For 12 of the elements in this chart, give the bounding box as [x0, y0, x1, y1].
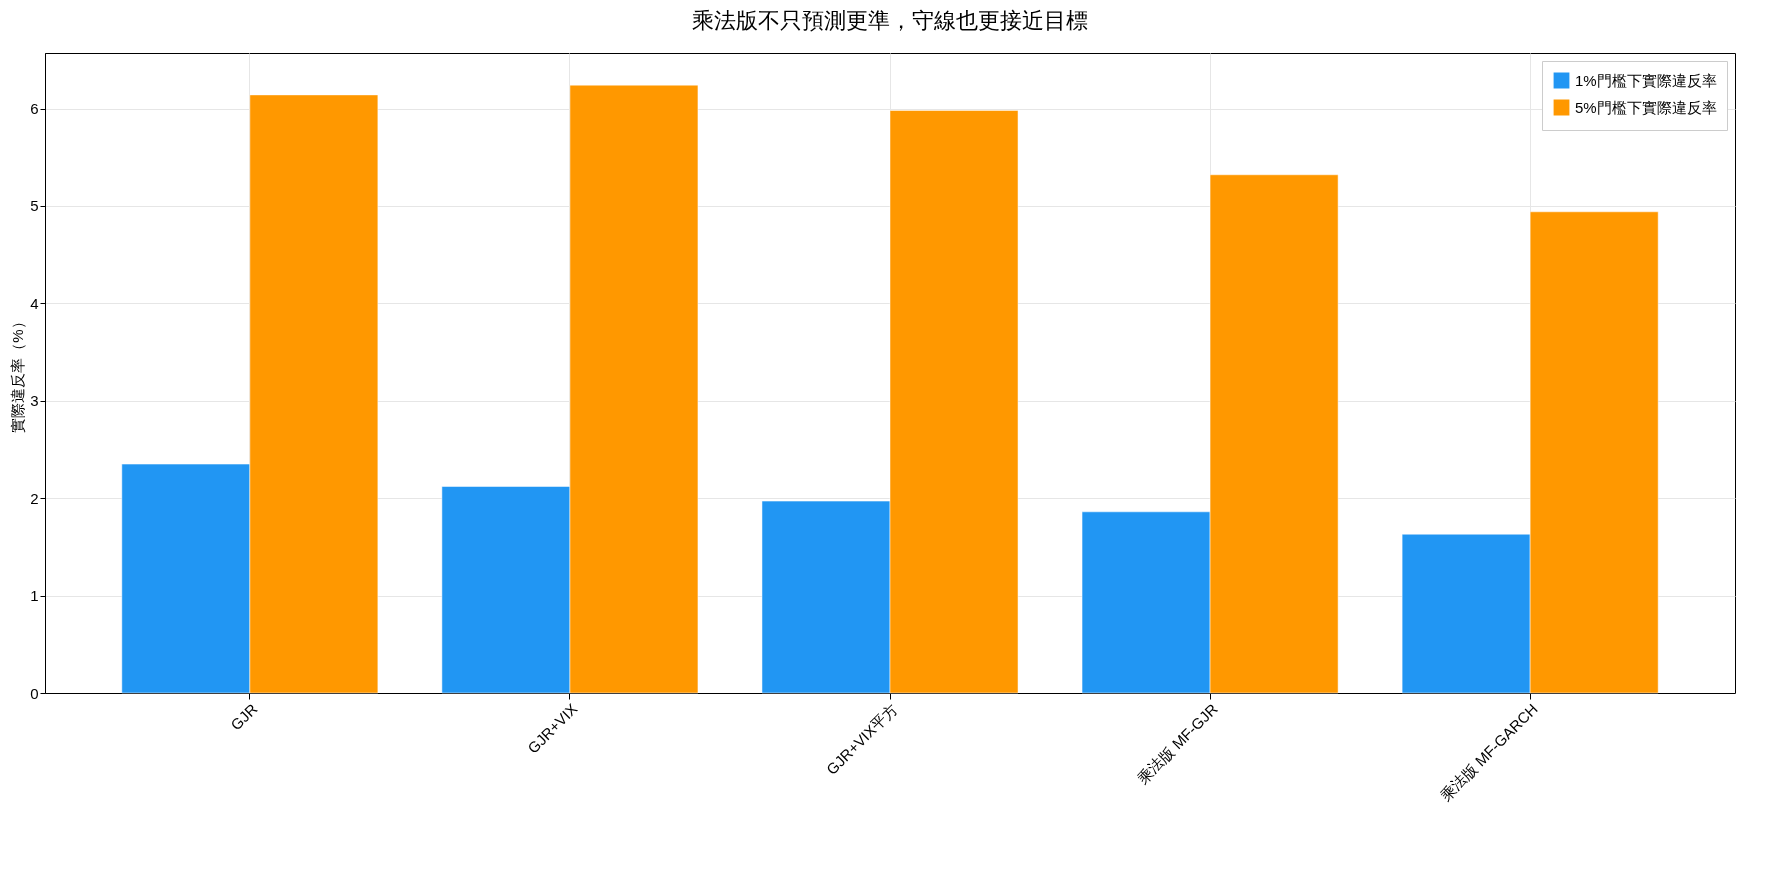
- y-tick-label: 5: [30, 197, 39, 215]
- y-tick-label: 3: [30, 392, 39, 410]
- y-tick-label: 0: [30, 684, 39, 702]
- y-axis-title: 實際違反率（%）: [9, 314, 27, 433]
- y-tick-label: 2: [30, 489, 39, 507]
- legend-label: 5%門檻下實際違反率: [1575, 98, 1717, 116]
- x-tick-label: GJR: [227, 699, 261, 734]
- y-tick-label: 6: [30, 100, 39, 118]
- y-tick-label: 1: [30, 587, 39, 605]
- legend-label: 1%門檻下實際違反率: [1575, 71, 1717, 89]
- y-tick-label: 4: [30, 294, 39, 312]
- chart-title: 乘法版不只預測更準，守線也更接近目標: [692, 8, 1088, 33]
